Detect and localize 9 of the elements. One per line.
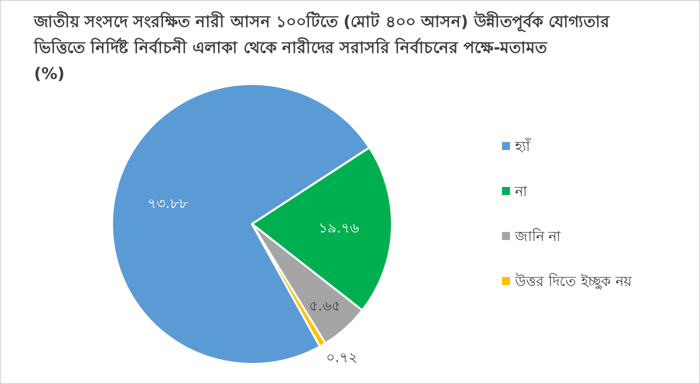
legend-label: না [514,184,528,200]
chart-title: জাতীয় সংসদে সংরক্ষিত নারী আসন ১০০টিতে (মোট ৪০০ আসন) উন্নীতপূর্বক যোগ্যতার ভিত্তিতে নির্দিষ্ট নির্বাচনী এলাকা থেকে নারীদের সরাসরি নির্বাচনের পক্ষে-মতামত (%) [33,11,610,83]
data-label: ৭৩.৮৮ [148,196,188,212]
data-label: ১৯.৭৬ [318,220,359,237]
data-label: ০.৭২ [326,350,358,366]
data-label: ৫.৬৫ [309,298,340,314]
legend-label: জানি না [514,228,562,245]
legend-label: হ্যাঁ [514,138,531,155]
legend-label: উত্তর দিতে ইচ্ছুক নয় [514,272,632,290]
